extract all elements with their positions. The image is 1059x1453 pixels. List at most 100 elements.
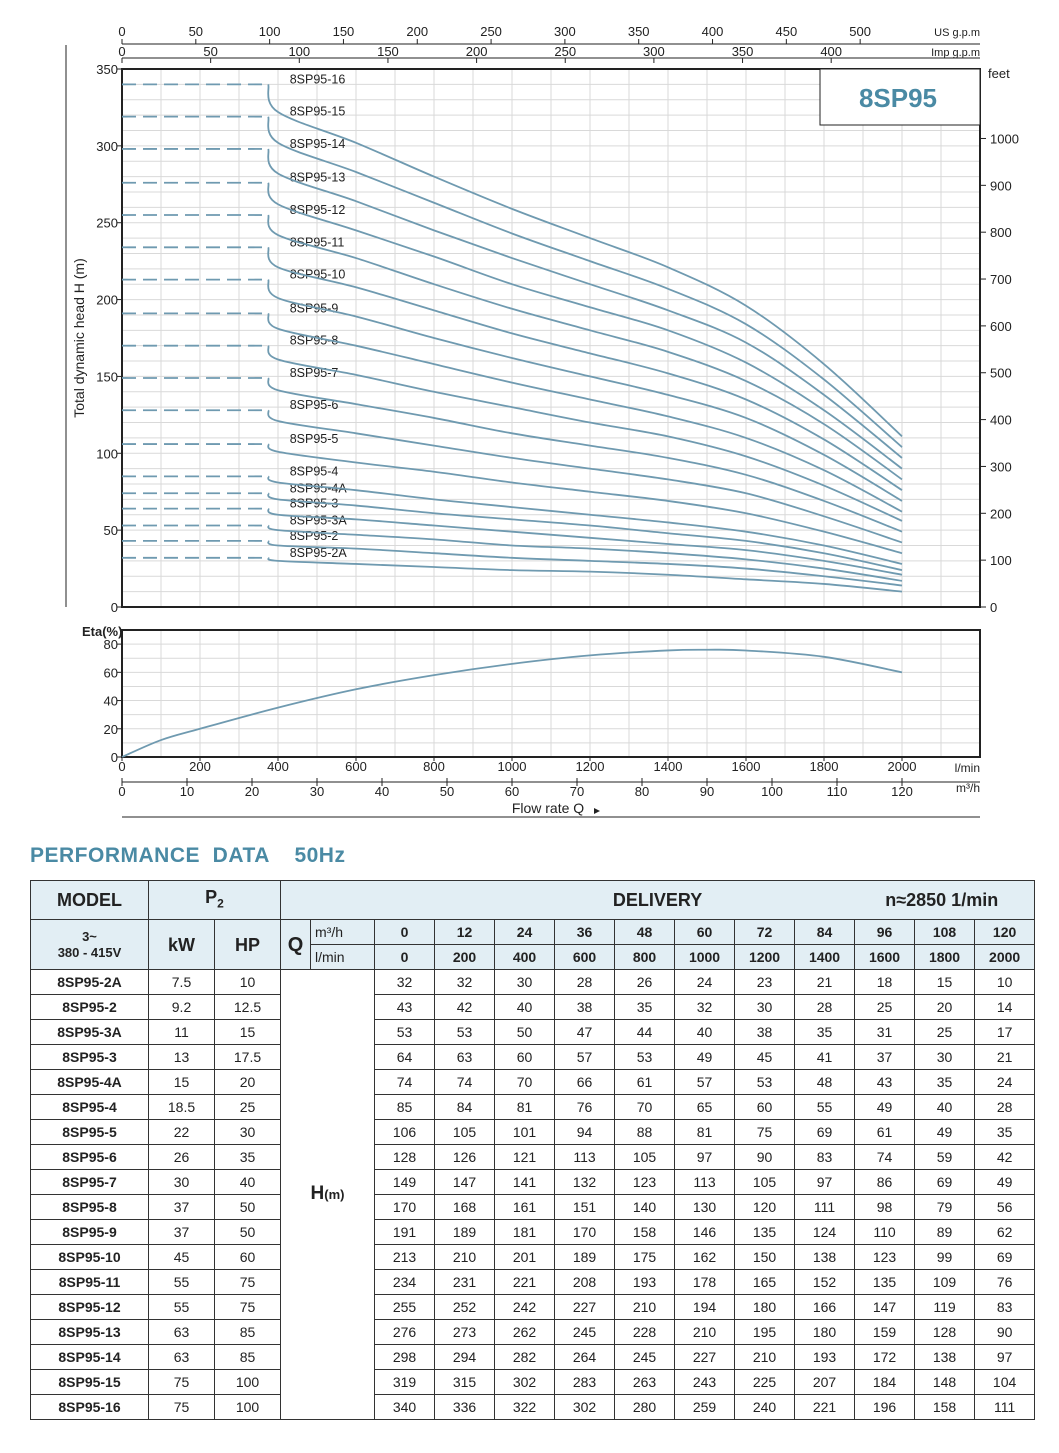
- q-m3h-5: 60: [674, 919, 736, 945]
- head-value-cell: 119: [914, 1294, 976, 1320]
- head-value-cell: 252: [434, 1294, 496, 1320]
- head-value-cell: 158: [614, 1219, 676, 1245]
- x-tick-label: 200: [189, 759, 211, 774]
- hp-cell: 50: [213, 1219, 282, 1245]
- eta-y-tick-label: 20: [104, 722, 118, 737]
- model-cell: 8SP95-11: [30, 1269, 149, 1295]
- y2-tick-label: 600: [990, 319, 1012, 334]
- head-value-cell: 10: [974, 969, 1036, 995]
- head-value-cell: 98: [854, 1194, 916, 1220]
- head-value-cell: 28: [554, 969, 616, 995]
- head-value-cell: 128: [914, 1319, 976, 1345]
- head-value-cell: 193: [614, 1269, 676, 1295]
- y2-tick-label: 500: [990, 366, 1012, 381]
- head-value-cell: 111: [974, 1394, 1036, 1420]
- head-value-cell: 231: [434, 1269, 496, 1295]
- head-value-cell: 38: [554, 994, 616, 1020]
- head-value-cell: 32: [374, 969, 436, 995]
- y-tick-label: 200: [96, 293, 118, 308]
- model-cell: 8SP95-3: [30, 1044, 149, 1070]
- head-value-cell: 158: [914, 1394, 976, 1420]
- hp-cell: 40: [213, 1169, 282, 1195]
- x-tick-label: 1000: [498, 759, 527, 774]
- head-value-cell: 88: [614, 1119, 676, 1145]
- series-line: [267, 312, 903, 513]
- table-row: 8SP95-10 45 60 213 210 201 189 175 162 150 138 123 9…: [30, 1244, 1036, 1270]
- head-value-cell: 207: [794, 1369, 856, 1395]
- p2-header: P2: [147, 880, 282, 920]
- head-value-cell: 194: [674, 1294, 736, 1320]
- head-value-cell: 135: [854, 1269, 916, 1295]
- kw-cell: 63: [148, 1319, 215, 1345]
- q-m3h-0: 0: [374, 919, 436, 945]
- head-value-cell: 32: [674, 994, 736, 1020]
- top-axis-1-label: 150: [333, 24, 355, 39]
- head-value-cell: 166: [794, 1294, 856, 1320]
- head-value-cell: 138: [914, 1344, 976, 1370]
- head-value-cell: 86: [854, 1169, 916, 1195]
- top-axis-2-label: 200: [466, 44, 488, 59]
- head-value-cell: 113: [674, 1169, 736, 1195]
- head-value-cell: 89: [914, 1219, 976, 1245]
- head-value-cell: 74: [374, 1069, 436, 1095]
- head-value-cell: 45: [734, 1044, 796, 1070]
- x2-tick-label: 80: [635, 784, 649, 799]
- q-m3h-10: 120: [974, 919, 1036, 945]
- y2-tick-label: 300: [990, 459, 1012, 474]
- q-m3h-7: 84: [794, 919, 856, 945]
- series-label: 8SP95-8: [290, 334, 339, 348]
- head-value-cell: 97: [794, 1169, 856, 1195]
- head-value-cell: 180: [734, 1294, 796, 1320]
- x2-tick-label: 70: [570, 784, 584, 799]
- eta-y-tick-label: 40: [104, 694, 118, 709]
- top-axis-1-label: 100: [259, 24, 281, 39]
- x-tick-label: 0: [118, 759, 125, 774]
- head-value-cell: 75: [734, 1119, 796, 1145]
- table-row: 8SP95-3A 11 15 53 53 50 47 44 40 38 35 31 25 17: [30, 1019, 1036, 1045]
- head-value-cell: 53: [614, 1044, 676, 1070]
- head-value-cell: 227: [554, 1294, 616, 1320]
- head-value-cell: 79: [914, 1194, 976, 1220]
- table-row: 8SP95-16 75 100 340 336 322 302 280 259 240 221 196…: [30, 1394, 1036, 1420]
- head-plot-frame: [121, 68, 981, 608]
- top-axis-1-label: 500: [849, 24, 871, 39]
- series-label: 8SP95-13: [290, 171, 346, 185]
- head-value-cell: 120: [734, 1194, 796, 1220]
- pump-chart: 0 50 100 150 200 250 300 350 Total dynamic head …: [65, 24, 1019, 818]
- series-line: [267, 507, 903, 576]
- head-value-cell: 123: [854, 1244, 916, 1270]
- head-value-cell: 264: [554, 1344, 616, 1370]
- series-label: 8SP95-11: [290, 235, 345, 249]
- head-value-cell: 106: [374, 1119, 436, 1145]
- y2-unit-label: feet: [988, 66, 1010, 81]
- y2-tick-label: 200: [990, 506, 1012, 521]
- head-value-cell: 180: [794, 1319, 856, 1345]
- head-value-cell: 181: [494, 1219, 556, 1245]
- head-value-cell: 25: [854, 994, 916, 1020]
- series-line: [267, 409, 903, 544]
- table-row: 8SP95-2 9.2 12.5 43 42 40 38 35 32 30 28 25 20 14: [30, 994, 1036, 1020]
- x2-tick-label: 60: [505, 784, 519, 799]
- hp-cell: 100: [213, 1394, 282, 1420]
- head-value-cell: 319: [374, 1369, 436, 1395]
- top-axis-1-label: 250: [480, 24, 502, 39]
- top-axis-1-label: 50: [189, 24, 203, 39]
- head-value-cell: 40: [494, 994, 556, 1020]
- head-value-cell: 21: [974, 1044, 1036, 1070]
- q-m3h-4: 48: [614, 919, 676, 945]
- x-tick-label: 600: [345, 759, 367, 774]
- y2-tick-label: 1000: [990, 131, 1019, 146]
- head-value-cell: 69: [914, 1169, 976, 1195]
- series-line: [267, 279, 903, 502]
- head-value-cell: 65: [674, 1094, 736, 1120]
- top-axis-2-label: 50: [203, 44, 217, 59]
- q-lmin-3: 600: [554, 944, 616, 970]
- x2-unit-label: m³/h: [956, 781, 980, 795]
- head-value-cell: 213: [374, 1244, 436, 1270]
- series-label: 8SP95-16: [290, 72, 346, 86]
- head-value-cell: 245: [614, 1344, 676, 1370]
- kw-cell: 22: [148, 1119, 215, 1145]
- x-tick-label: 1800: [810, 759, 839, 774]
- head-value-cell: 195: [734, 1319, 796, 1345]
- series-label: 8SP95-6: [290, 398, 339, 412]
